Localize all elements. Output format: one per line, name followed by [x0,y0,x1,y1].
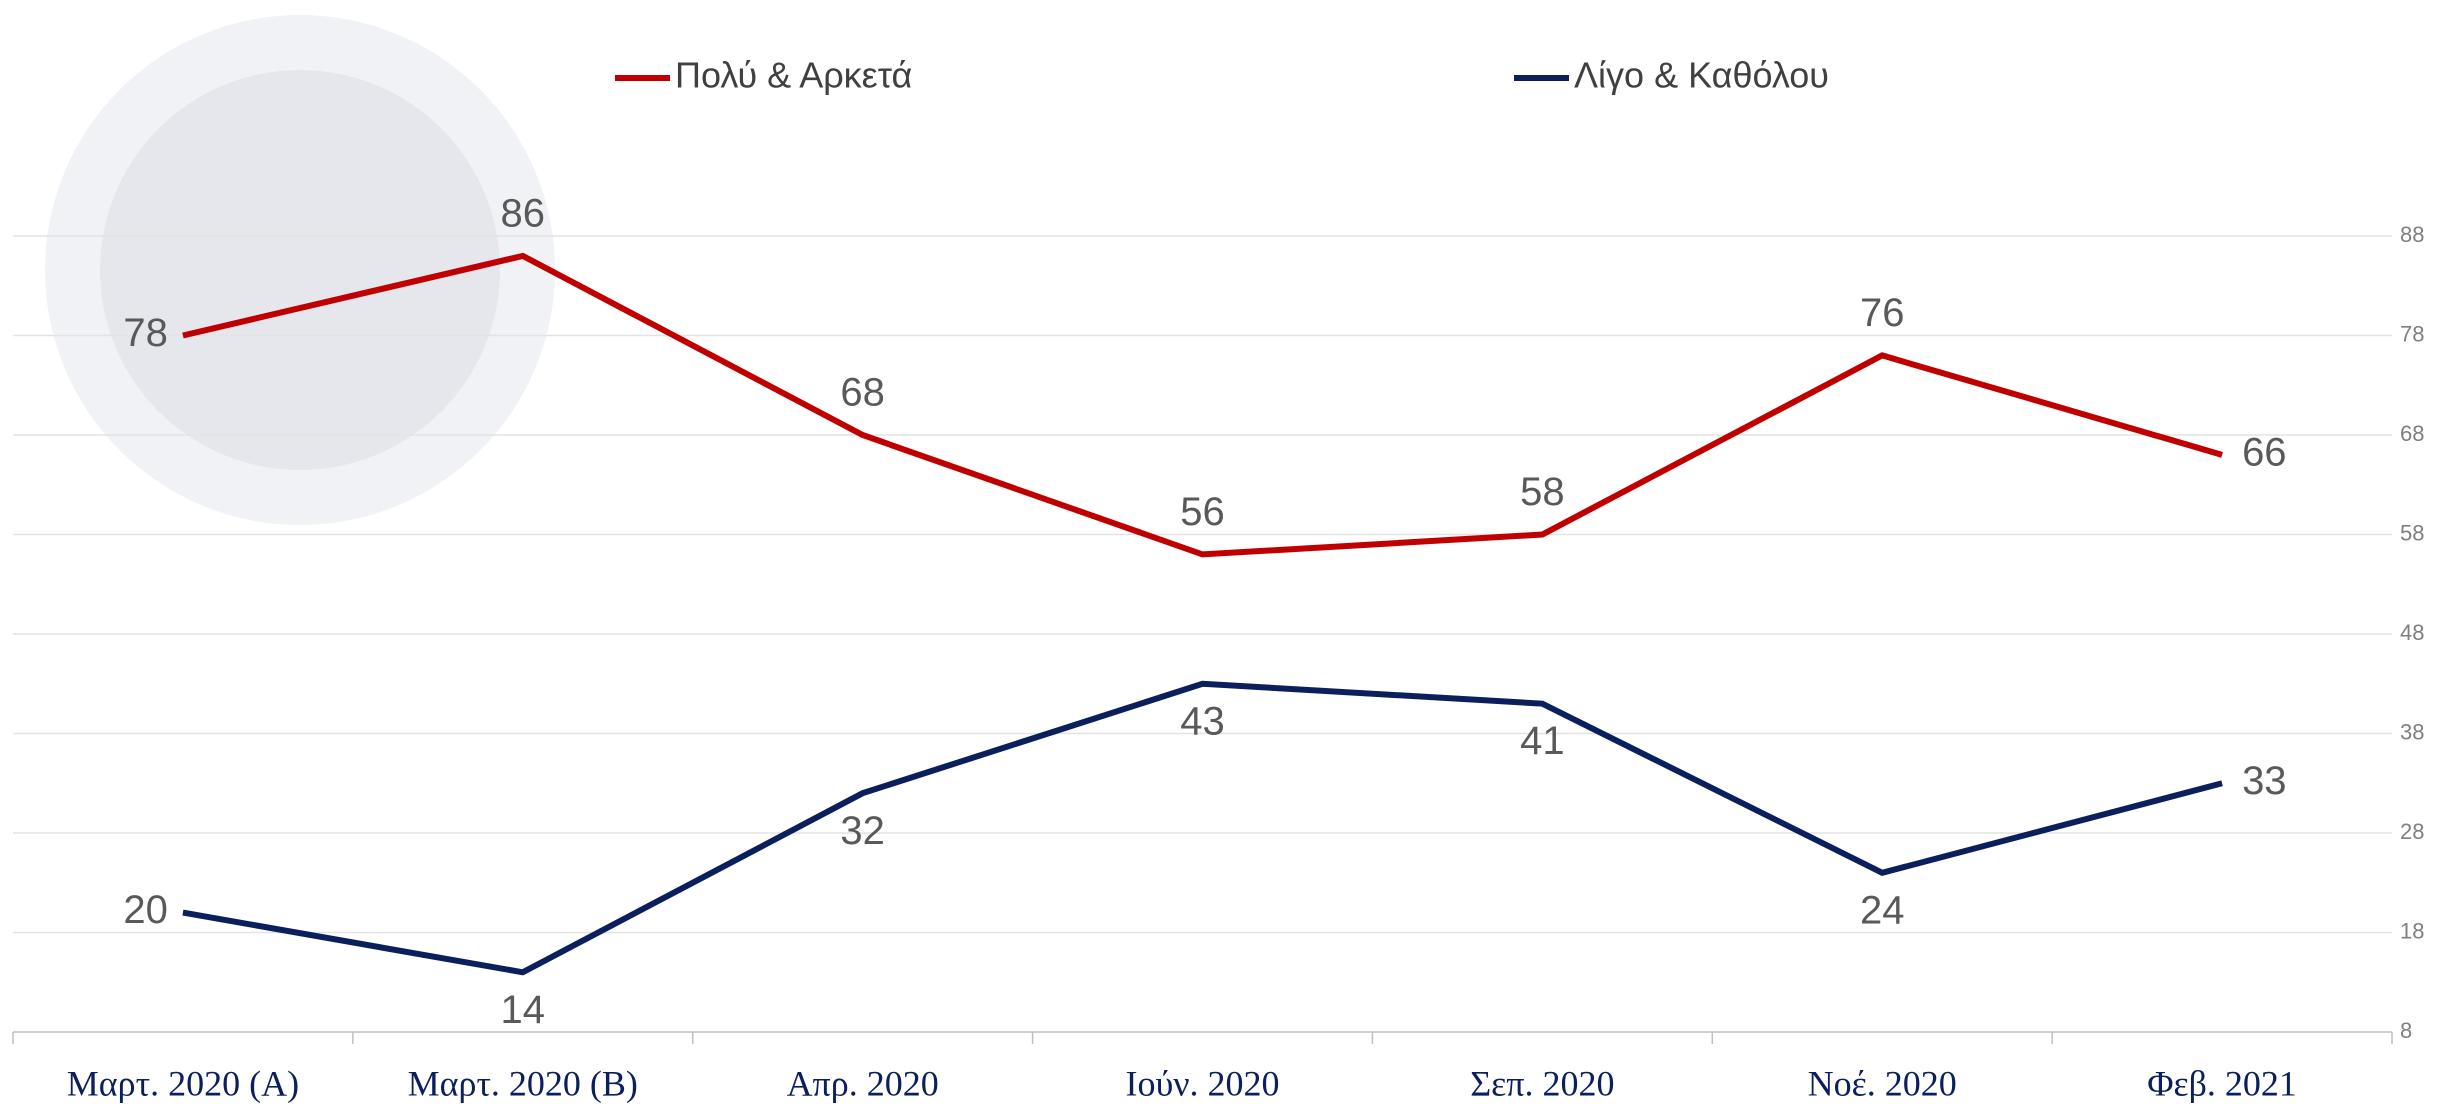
data-label: 20 [123,888,168,932]
data-label: 14 [501,988,546,1032]
y-tick-label: 8 [2400,1018,2412,1043]
data-label: 56 [1180,490,1225,534]
virus-decoration [100,70,500,470]
x-tick-label: Μαρτ. 2020 (Β) [408,1063,638,1103]
data-label: 41 [1520,719,1565,763]
data-label: 86 [501,191,546,235]
y-tick-label: 58 [2400,520,2424,545]
y-tick-label: 28 [2400,819,2424,844]
y-tick-label: 18 [2400,918,2424,943]
data-label: 58 [1520,470,1565,514]
series-line [182,680,2223,976]
virus-decoration [45,15,555,525]
x-tick-label: Απρ. 2020 [787,1063,939,1103]
data-label: 66 [2242,430,2287,474]
y-tick-label: 38 [2400,719,2424,744]
data-label: 68 [840,371,885,415]
legend-label: Πολύ & Αρκετά [675,55,912,96]
series-line [182,252,2223,558]
legend-label: Λίγο & Καθόλου [1574,55,1829,96]
x-tick-label: Φεβ. 2021 [2147,1063,2297,1103]
data-label: 43 [1180,699,1225,743]
x-tick-label: Ιούν. 2020 [1125,1063,1279,1103]
y-tick-label: 78 [2400,321,2424,346]
data-label: 32 [840,809,885,853]
data-label: 33 [2242,759,2287,803]
data-label: 76 [1860,291,1905,335]
x-tick-label: Σεπ. 2020 [1470,1063,1614,1103]
x-tick-label: Νοέ. 2020 [1808,1063,1957,1103]
y-tick-label: 68 [2400,421,2424,446]
x-tick-label: Μαρτ. 2020 (Α) [67,1063,299,1103]
y-tick-label: 48 [2400,620,2424,645]
data-label: 78 [123,311,168,355]
y-tick-label: 88 [2400,222,2424,247]
data-label: 24 [1860,888,1905,932]
